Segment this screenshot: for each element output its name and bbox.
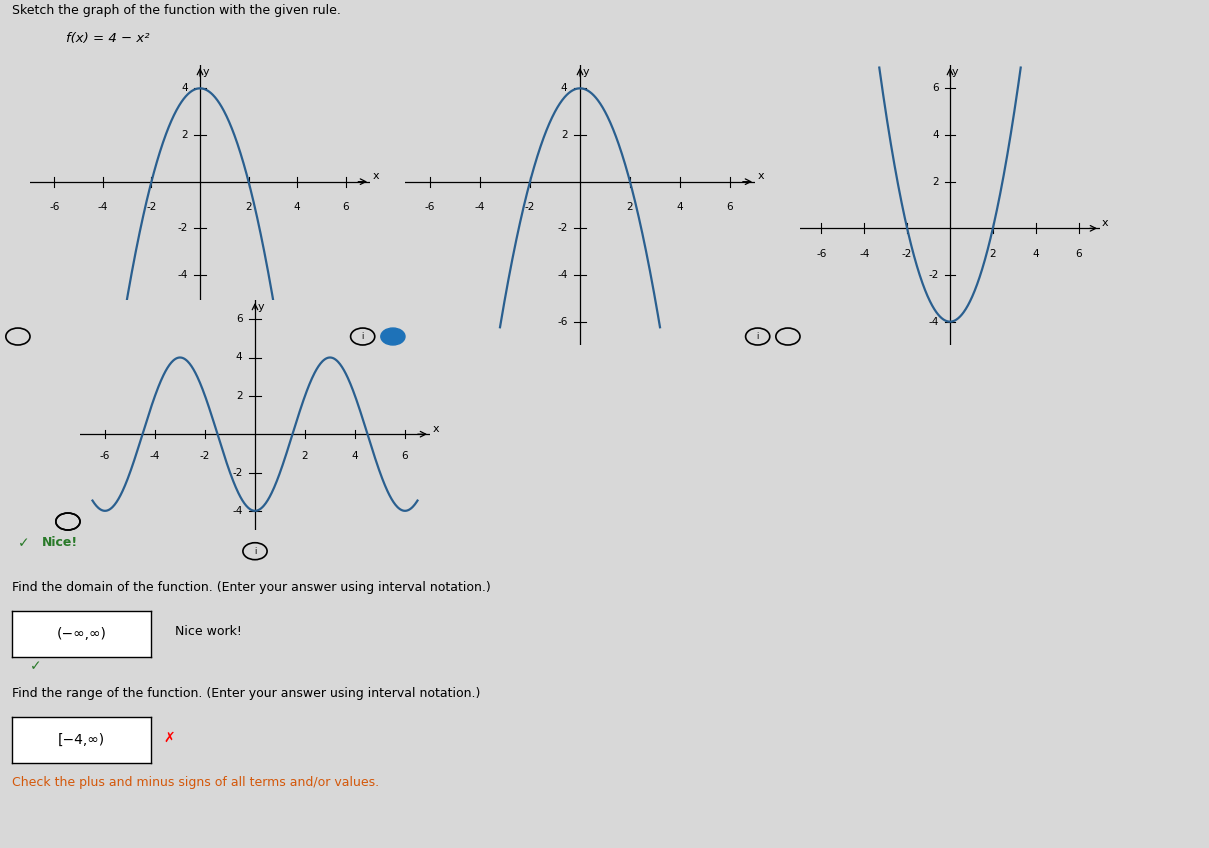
- Text: y: y: [203, 67, 209, 77]
- Text: x: x: [372, 170, 380, 181]
- Text: (−∞,∞): (−∞,∞): [57, 627, 106, 641]
- Text: Nice work!: Nice work!: [175, 625, 242, 639]
- Text: y: y: [258, 302, 265, 312]
- Text: -6: -6: [50, 203, 59, 212]
- Text: -4: -4: [557, 270, 567, 280]
- Text: y: y: [951, 67, 959, 77]
- Text: 6: 6: [1075, 249, 1082, 259]
- Text: -4: -4: [232, 506, 243, 516]
- Text: Find the domain of the function. (Enter your answer using interval notation.): Find the domain of the function. (Enter …: [12, 581, 491, 594]
- Text: 4: 4: [294, 203, 301, 212]
- Text: -2: -2: [232, 467, 243, 477]
- Text: i: i: [361, 332, 364, 341]
- Text: 4: 4: [352, 451, 358, 461]
- Text: -2: -2: [146, 203, 157, 212]
- Text: -4: -4: [475, 203, 485, 212]
- Text: ✓: ✓: [30, 659, 42, 672]
- Text: -6: -6: [557, 316, 567, 326]
- Text: Check the plus and minus signs of all terms and/or values.: Check the plus and minus signs of all te…: [12, 776, 380, 789]
- Text: 4: 4: [236, 353, 243, 362]
- Text: y: y: [583, 67, 590, 77]
- Text: -6: -6: [424, 203, 435, 212]
- Text: Find the range of the function. (Enter your answer using interval notation.): Find the range of the function. (Enter y…: [12, 687, 480, 700]
- Text: x: x: [433, 424, 439, 434]
- Text: 6: 6: [932, 83, 939, 93]
- Text: 2: 2: [236, 391, 243, 401]
- Text: -4: -4: [929, 316, 939, 326]
- Text: 2: 2: [932, 176, 939, 187]
- Text: -6: -6: [816, 249, 827, 259]
- Text: -2: -2: [178, 223, 187, 233]
- Text: 6: 6: [236, 314, 243, 324]
- Text: 4: 4: [561, 83, 567, 93]
- Text: 6: 6: [342, 203, 349, 212]
- Text: x: x: [1103, 217, 1109, 227]
- Text: 2: 2: [245, 203, 251, 212]
- Text: -6: -6: [178, 316, 187, 326]
- Text: -2: -2: [199, 451, 210, 461]
- Text: i: i: [757, 332, 759, 341]
- Text: -4: -4: [178, 270, 187, 280]
- Text: -4: -4: [98, 203, 108, 212]
- Text: 4: 4: [932, 130, 939, 140]
- Text: i: i: [254, 547, 256, 555]
- Text: 6: 6: [401, 451, 409, 461]
- Text: -4: -4: [150, 451, 160, 461]
- Text: 6: 6: [727, 203, 734, 212]
- Text: 2: 2: [302, 451, 308, 461]
- Text: Sketch the graph of the function with the given rule.: Sketch the graph of the function with th…: [12, 4, 341, 17]
- Text: -4: -4: [860, 249, 869, 259]
- Text: -6: -6: [100, 451, 110, 461]
- Text: ✗: ✗: [163, 731, 175, 745]
- Text: 4: 4: [677, 203, 683, 212]
- Text: 2: 2: [626, 203, 634, 212]
- Text: -2: -2: [902, 249, 913, 259]
- Text: 4: 4: [1032, 249, 1039, 259]
- Text: 2: 2: [181, 130, 187, 140]
- Text: -2: -2: [525, 203, 536, 212]
- Text: -2: -2: [929, 270, 939, 280]
- Text: Nice!: Nice!: [42, 536, 79, 550]
- Text: f(x) = 4 − x²: f(x) = 4 − x²: [66, 32, 150, 45]
- Text: ✓: ✓: [18, 536, 30, 550]
- Text: 2: 2: [561, 130, 567, 140]
- Text: x: x: [758, 170, 764, 181]
- Text: 2: 2: [989, 249, 996, 259]
- Text: 4: 4: [181, 83, 187, 93]
- Text: [−4,∞): [−4,∞): [58, 733, 105, 747]
- Text: -2: -2: [557, 223, 567, 233]
